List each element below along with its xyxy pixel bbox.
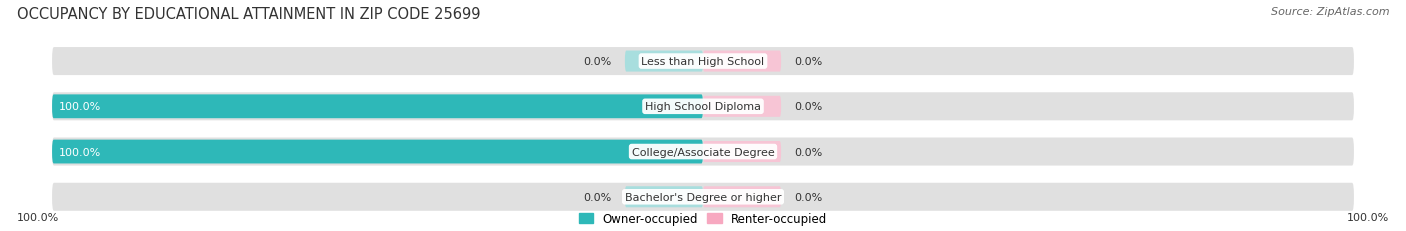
Text: 0.0%: 0.0% [794,102,823,112]
Text: 0.0%: 0.0% [794,57,823,67]
Text: Bachelor's Degree or higher: Bachelor's Degree or higher [624,192,782,202]
Text: OCCUPANCY BY EDUCATIONAL ATTAINMENT IN ZIP CODE 25699: OCCUPANCY BY EDUCATIONAL ATTAINMENT IN Z… [17,7,481,22]
FancyBboxPatch shape [624,186,703,207]
Text: Less than High School: Less than High School [641,57,765,67]
FancyBboxPatch shape [624,51,703,72]
FancyBboxPatch shape [52,138,1354,166]
Text: 100.0%: 100.0% [59,147,101,157]
Text: 0.0%: 0.0% [794,192,823,202]
Text: 100.0%: 100.0% [59,102,101,112]
FancyBboxPatch shape [703,51,782,72]
Text: 0.0%: 0.0% [794,147,823,157]
FancyBboxPatch shape [52,48,1354,76]
FancyBboxPatch shape [52,95,703,119]
Text: Source: ZipAtlas.com: Source: ZipAtlas.com [1271,7,1389,17]
Text: 100.0%: 100.0% [1347,212,1389,222]
FancyBboxPatch shape [52,93,1354,121]
Text: High School Diploma: High School Diploma [645,102,761,112]
FancyBboxPatch shape [703,141,782,162]
Text: 0.0%: 0.0% [583,192,612,202]
Text: 100.0%: 100.0% [17,212,59,222]
FancyBboxPatch shape [703,186,782,207]
Text: College/Associate Degree: College/Associate Degree [631,147,775,157]
FancyBboxPatch shape [52,140,703,164]
Text: 0.0%: 0.0% [583,57,612,67]
FancyBboxPatch shape [703,96,782,117]
FancyBboxPatch shape [52,183,1354,211]
Legend: Owner-occupied, Renter-occupied: Owner-occupied, Renter-occupied [579,212,827,225]
